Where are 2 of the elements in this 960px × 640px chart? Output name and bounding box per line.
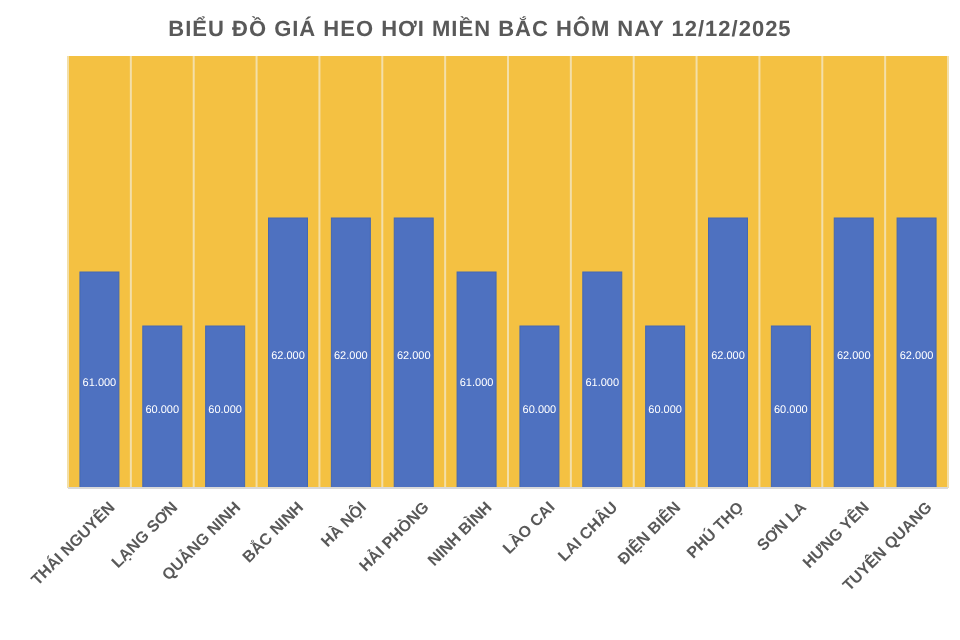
chart-title: BIỂU ĐỒ GIÁ HEO HƠI MIỀN BẮC HÔM NAY 12/12/2025 (168, 16, 792, 42)
x-tick-label: HÀ NỘI (316, 496, 370, 551)
